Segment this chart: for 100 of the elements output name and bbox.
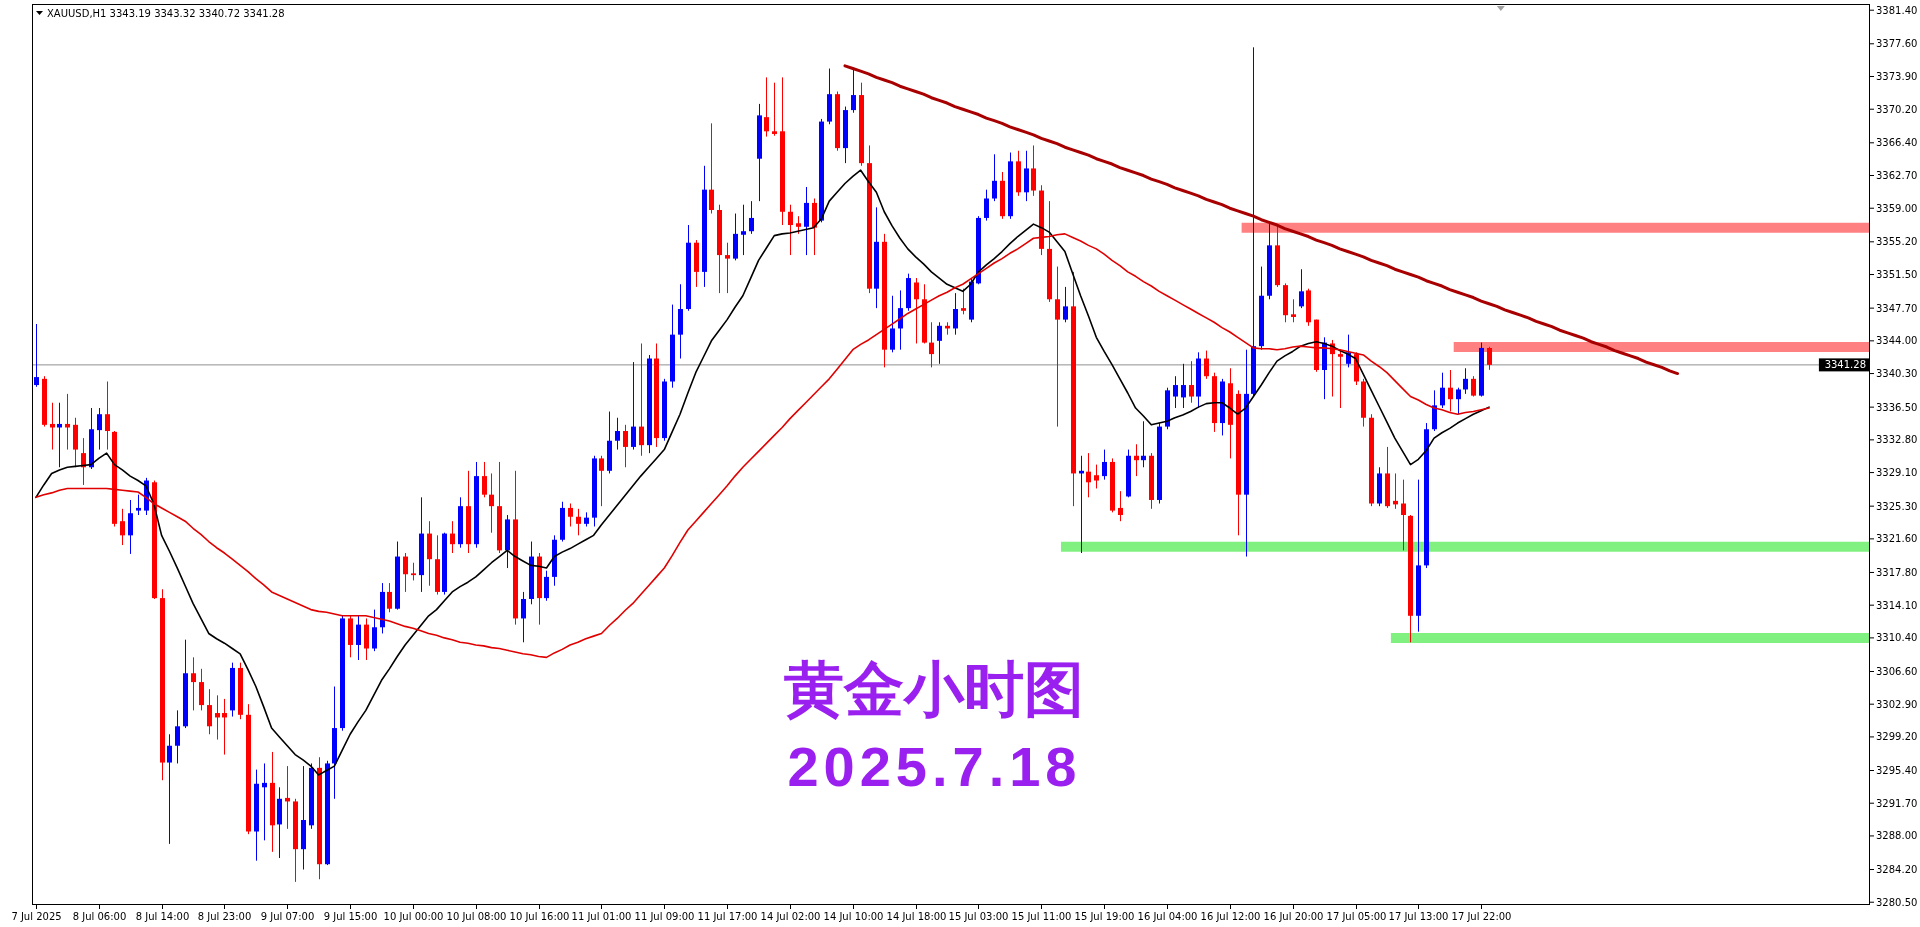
y-tick-label: 3340.30 (1876, 368, 1918, 380)
candlestick (992, 153, 997, 202)
y-tick-label: 3381.40 (1876, 4, 1918, 16)
candlestick (929, 321, 934, 368)
candlestick (772, 82, 777, 137)
candlestick (97, 407, 102, 451)
x-tick-label: 9 Jul 15:00 (323, 911, 378, 922)
x-tick-label: 9 Jul 07:00 (260, 911, 315, 922)
x-tick-label: 8 Jul 23:00 (197, 911, 252, 922)
x-tick-label: 11 Jul 09:00 (634, 911, 695, 922)
y-tick-label: 3344.00 (1876, 335, 1918, 347)
y-tick-label: 3336.50 (1876, 401, 1918, 413)
candlestick (1448, 369, 1453, 413)
candlestick (544, 570, 549, 602)
candlestick (1134, 443, 1139, 477)
candlestick (215, 694, 220, 741)
y-tick-label: 3377.60 (1876, 38, 1918, 50)
candlestick (1189, 360, 1194, 404)
candlestick (521, 591, 526, 643)
candlestick (709, 122, 714, 215)
line-series (35, 233, 1490, 659)
candlestick (403, 552, 408, 593)
candlestick (788, 204, 793, 256)
candlestick (387, 582, 392, 613)
y-tick-label: 3355.20 (1876, 236, 1918, 248)
y-tick-label: 3321.60 (1876, 533, 1918, 545)
candlestick (199, 668, 204, 711)
y-tick-label: 3299.20 (1876, 731, 1918, 743)
candlestick (1487, 346, 1492, 371)
candlestick (128, 499, 133, 555)
candlestick (1432, 389, 1437, 432)
x-tick-label: 10 Jul 00:00 (383, 911, 444, 922)
y-tick-label: 3317.80 (1876, 566, 1918, 578)
line-series (843, 64, 1680, 376)
candlestick (914, 277, 919, 344)
candlestick (34, 323, 39, 388)
y-tick-label: 3302.90 (1876, 698, 1918, 710)
y-tick-label: 3329.10 (1876, 467, 1918, 479)
candlestick (1141, 420, 1146, 468)
candlestick (937, 321, 942, 365)
candlestick (1024, 150, 1029, 202)
candlestick (1173, 375, 1178, 409)
candlestick (489, 472, 494, 534)
candlestick (1204, 350, 1209, 380)
y-tick-label: 3347.70 (1876, 302, 1918, 314)
y-tick-label: 3351.50 (1876, 269, 1918, 281)
ref-line-label: 3341.28 (1824, 359, 1866, 371)
candlestick (568, 503, 573, 527)
y-tick-label: 3280.50 (1876, 896, 1918, 908)
y-tick-label: 3288.00 (1876, 830, 1918, 842)
candlestick (851, 68, 856, 114)
y-tick-label: 3325.30 (1876, 500, 1918, 512)
y-tick-label: 3314.10 (1876, 599, 1918, 611)
candlestick (764, 76, 769, 138)
candlestick (576, 508, 581, 536)
x-tick-label: 17 Jul 05:00 (1326, 911, 1387, 922)
y-tick-label: 3332.80 (1876, 434, 1918, 446)
candlestick (1299, 268, 1304, 309)
text: 2025.7.18 (787, 735, 1082, 799)
candlestick (1181, 363, 1186, 409)
candlestick (1063, 286, 1068, 323)
candlestick (1471, 375, 1476, 398)
candlestick (1086, 452, 1091, 498)
candlestick (890, 295, 895, 353)
candlestick (191, 656, 196, 711)
x-tick-label: 8 Jul 06:00 (72, 911, 127, 922)
candlestick (105, 381, 110, 451)
candlestick (482, 461, 487, 498)
candlestick (623, 424, 628, 468)
y-tick-label: 3291.70 (1876, 797, 1918, 809)
x-tick-label: 17 Jul 13:00 (1388, 911, 1449, 922)
candlestick (81, 437, 86, 486)
candlestick (1338, 349, 1343, 409)
candlestick (639, 342, 644, 457)
x-tick-label: 11 Jul 01:00 (571, 911, 632, 922)
candlestick (725, 242, 730, 294)
annotation: XAUUSD,H1 3343.19 3343.32 3340.72 3341.28 (47, 8, 285, 19)
candlestick (1031, 144, 1036, 197)
candlestick (631, 361, 636, 451)
x-tick-label: 15 Jul 03:00 (948, 911, 1009, 922)
candlestick (1118, 490, 1123, 522)
y-tick-label: 3370.20 (1876, 103, 1918, 115)
candlestick (222, 698, 227, 756)
x-tick-label: 17 Jul 22:00 (1451, 911, 1512, 922)
candlestick (953, 292, 958, 336)
candlestick (615, 417, 620, 451)
y-tick-label: 3366.40 (1876, 137, 1918, 149)
candlestick (136, 494, 141, 516)
x-tick-label: 15 Jul 19:00 (1074, 911, 1135, 922)
y-tick-label: 3359.00 (1876, 202, 1918, 214)
x-tick-label: 16 Jul 20:00 (1263, 911, 1324, 922)
x-tick-label: 10 Jul 08:00 (446, 911, 507, 922)
candlestick (1094, 464, 1099, 489)
x-tick-label: 7 Jul 2025 (11, 911, 62, 922)
candlestick (1291, 298, 1296, 323)
candlestick (1102, 449, 1107, 481)
candlestick (207, 688, 212, 735)
candlestick (364, 617, 369, 661)
candlestick (1440, 372, 1445, 409)
x-tick-label: 10 Jul 16:00 (509, 911, 570, 922)
